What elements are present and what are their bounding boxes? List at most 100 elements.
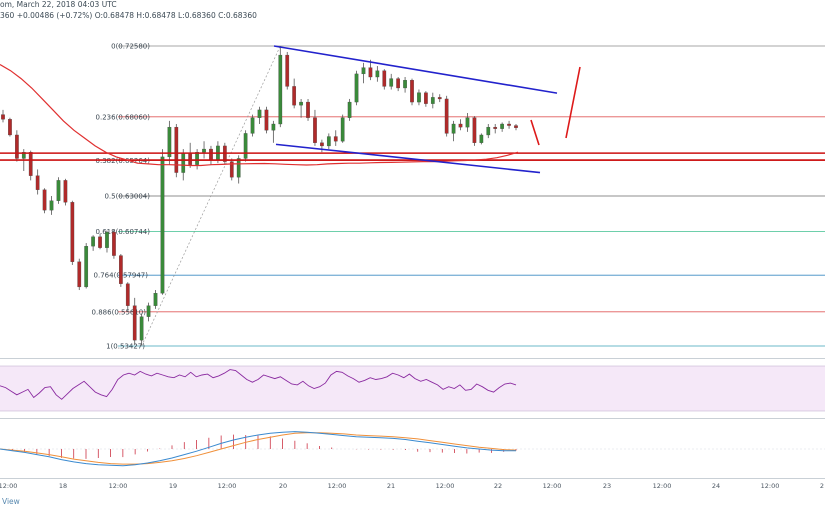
candle-body	[368, 67, 373, 78]
candle-body	[15, 134, 19, 159]
candle-body	[347, 101, 352, 118]
macd-signal-line	[0, 432, 517, 465]
candle-body	[153, 293, 158, 306]
x-tick-label: 12:00	[328, 482, 347, 490]
candle-body	[403, 79, 407, 89]
candle-body	[202, 148, 206, 153]
candle-body	[430, 97, 435, 104]
candle-body	[306, 101, 310, 118]
candle-body	[139, 316, 144, 341]
candle-body	[444, 98, 449, 134]
candle-body	[112, 231, 116, 256]
x-tick-label: 12:00	[543, 482, 562, 490]
candle-body	[320, 142, 324, 147]
overlays	[0, 45, 825, 347]
fib-label-0: 0(0.72580)	[111, 43, 150, 51]
candle-body	[209, 148, 213, 161]
candle-body	[132, 305, 137, 341]
candle-body	[35, 175, 40, 190]
fib-label-1: 1(0.53427)	[106, 343, 145, 351]
candle-body	[458, 123, 463, 128]
x-tick-label: 19	[169, 482, 177, 490]
candle-body	[8, 119, 12, 136]
candle-body	[382, 70, 387, 87]
candle-body	[361, 67, 366, 75]
candle-body	[472, 117, 477, 143]
candle-body	[264, 109, 269, 131]
candle-body	[437, 97, 442, 100]
macd-indicator	[0, 431, 517, 467]
candle-body	[236, 158, 241, 178]
candle-body	[42, 189, 47, 211]
candle-body	[125, 283, 130, 306]
candle-body	[313, 117, 317, 143]
x-tick-label: 12:00	[761, 482, 780, 490]
candle-body	[181, 153, 186, 173]
fib-label-0.886: 0.886(0.55610)	[92, 308, 147, 316]
candle-body	[465, 117, 470, 128]
x-tick-label: 23	[603, 482, 611, 490]
candle-body	[326, 136, 331, 147]
view-label[interactable]: View	[2, 497, 20, 506]
candle-body	[21, 152, 26, 159]
fib-anchor-dashed-line	[141, 45, 281, 347]
fib-label-0.618: 0.618(0.60744)	[96, 228, 151, 236]
candle-body	[507, 123, 511, 126]
candle-body	[28, 152, 33, 176]
chart-ohlc-line: 360 +0.00486 (+0.72%) O:0.68478 H:0.6847…	[0, 11, 257, 20]
candle-body	[250, 117, 255, 134]
candle-body	[354, 73, 359, 103]
x-axis: 12:00 18 12:00 19 12:00 20 12:00 21 12:00 22 12:00…	[0, 482, 824, 490]
candle-body	[493, 126, 498, 129]
x-tick-label: 2	[820, 482, 824, 490]
candle-body	[271, 123, 276, 131]
candle-body	[119, 255, 123, 284]
x-tick-label: 24	[712, 482, 720, 490]
rsi-indicator	[0, 369, 517, 400]
candle-body	[257, 109, 262, 118]
candle-body	[56, 180, 61, 201]
candle-body	[63, 180, 68, 203]
candle-body	[396, 78, 400, 89]
candle-body	[98, 236, 102, 248]
candlesticks	[1, 46, 518, 346]
x-tick-label: 20	[279, 482, 287, 490]
candle-body	[91, 236, 95, 247]
candle-body	[278, 54, 283, 125]
candle-body	[375, 70, 380, 78]
candle-body	[49, 200, 54, 211]
x-tick-label: 12:00	[218, 482, 237, 490]
rsi-line	[0, 369, 517, 400]
macd-line	[0, 431, 516, 467]
candle-body	[424, 92, 428, 104]
price-panel	[0, 0, 825, 358]
candle-body	[70, 202, 75, 262]
fib-label-0.236: 0.236(0.68060)	[96, 113, 151, 121]
x-tick-label: 22	[494, 482, 502, 490]
candle-body	[389, 78, 394, 87]
fib-label-0.382: 0.382(0.65264)	[96, 157, 151, 165]
candle-body	[195, 152, 199, 165]
candle-body	[105, 231, 109, 248]
x-tick-label: 18	[59, 482, 67, 490]
candle-body	[486, 126, 491, 136]
candle-body	[160, 156, 165, 294]
x-tick-label: 12:00	[0, 482, 17, 490]
candle-body	[1, 114, 5, 120]
fib-label-0.5: 0.5(0.63004)	[104, 192, 150, 200]
projection-up-stroke	[565, 66, 581, 139]
candle-body	[299, 101, 303, 106]
candle-body	[84, 246, 89, 288]
candle-body	[229, 161, 234, 178]
projection-down-stroke	[530, 119, 540, 146]
x-tick-label: 21	[387, 482, 395, 490]
x-tick-label: 12:00	[109, 482, 128, 490]
candle-body	[77, 261, 82, 288]
channel-upper-trendline	[273, 45, 558, 94]
candle-body	[479, 134, 484, 143]
candle-body	[167, 126, 172, 158]
candle-body	[333, 136, 338, 142]
rsi-panel-background	[0, 366, 825, 411]
candle-body	[410, 79, 414, 103]
candle-body	[451, 123, 456, 134]
